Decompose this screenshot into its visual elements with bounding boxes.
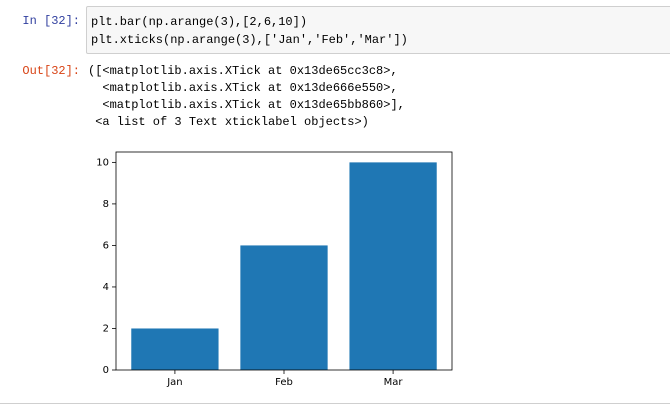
- cell-divider: [0, 403, 670, 404]
- chart: 0 2 4 6 8 10 Jan Feb Mar: [96, 151, 453, 388]
- code-line: plt.bar(np.arange(3),[2,6,10]): [91, 15, 308, 29]
- x-tick-label: Jan: [166, 377, 182, 388]
- plot-frame: [115, 151, 453, 371]
- y-tick-label: 0: [103, 365, 109, 376]
- x-tick-label: Feb: [275, 377, 293, 388]
- output-line: <matplotlib.axis.XTick at 0x13de65bb860>…: [88, 98, 405, 112]
- out-prompt: Out[32]:: [22, 64, 80, 78]
- y-tick-label: 8: [103, 199, 109, 210]
- code-line: plt.xticks(np.arange(3),['Jan','Feb','Ma…: [91, 33, 408, 47]
- output-line: <matplotlib.axis.XTick at 0x13de666e550>…: [88, 81, 398, 95]
- bar: [240, 245, 328, 370]
- x-tick-label: Mar: [384, 377, 404, 388]
- y-tick-label: 4: [103, 282, 109, 293]
- y-tick-label: 10: [96, 157, 109, 168]
- bar: [131, 328, 219, 370]
- y-tick-label: 6: [103, 240, 109, 251]
- output-line: <a list of 3 Text xticklabel objects>): [88, 115, 369, 129]
- output-line: ([<matplotlib.axis.XTick at 0x13de65cc3c…: [88, 64, 398, 78]
- bar: [349, 162, 437, 370]
- code-cell[interactable]: plt.bar(np.arange(3),[2,6,10]) plt.xtick…: [86, 6, 670, 54]
- in-prompt: In [32]:: [22, 14, 80, 28]
- y-tick-label: 2: [103, 323, 109, 334]
